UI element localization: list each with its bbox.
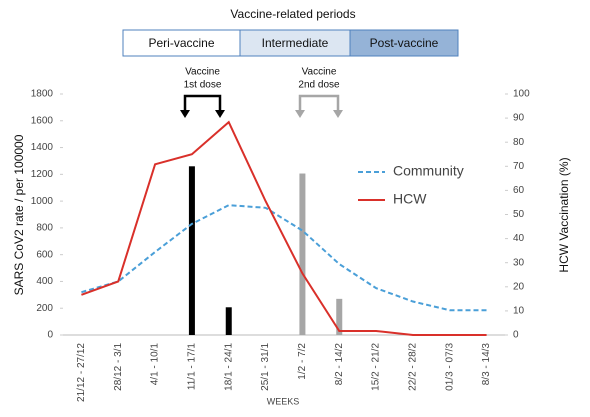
period-box: [122, 29, 241, 57]
y-tick-label: 200: [36, 303, 53, 314]
annotation-text: Vaccine: [185, 67, 220, 78]
line: [81, 120, 487, 336]
x-tick-label: 25/1 - 31/1: [260, 343, 271, 391]
y-tick-label: 600: [36, 249, 53, 260]
period-label: Intermediate: [262, 36, 329, 50]
x-tick-label: 18/1 - 24/1: [223, 343, 234, 391]
x-tick-label: 28/12 - 3/1: [113, 343, 124, 391]
bar: [299, 173, 306, 335]
annotation-text: 2nd dose: [298, 80, 340, 91]
y-tick-label: 0: [47, 330, 53, 341]
legend-label: HCW: [393, 191, 427, 207]
period-label: Post-vaccine: [370, 36, 439, 50]
period-box: [349, 29, 459, 57]
period-label: Peri-vaccine: [148, 36, 214, 50]
x-tick-label: 11/1 - 17/1: [187, 343, 198, 391]
x-tick-label: 1/2 - 7/2: [297, 343, 308, 380]
chart-title: Vaccine-related periods: [230, 7, 355, 21]
bar: [188, 166, 195, 335]
y-axis-label: SARS CoV2 rate / per 100000: [12, 134, 26, 295]
period-box: [239, 29, 351, 57]
x-tick-label: 22/2 - 28/2: [408, 343, 419, 391]
y-tick-label: 1600: [31, 115, 54, 126]
x-tick-label: 8/2 - 14/2: [334, 343, 345, 386]
y2-tick-label: 100: [513, 89, 530, 100]
x-tick-label: 21/12 - 27/12: [76, 343, 87, 402]
y2-tick-label: 30: [513, 257, 525, 268]
y-tick-label: 400: [36, 276, 53, 287]
legend-label: Community: [393, 163, 464, 179]
bar: [336, 298, 343, 335]
y-tick-label: 1400: [31, 142, 54, 153]
y2-tick-label: 10: [513, 306, 525, 317]
y2-tick-label: 20: [513, 281, 525, 292]
y-tick-label: 800: [36, 223, 53, 234]
annotation-text: 1st dose: [184, 80, 222, 91]
annotation-arrow: [180, 110, 190, 118]
x-tick-label: 4/1 - 10/1: [150, 343, 161, 386]
x-axis-label: WEEKS: [267, 396, 300, 406]
bar: [225, 307, 232, 335]
y2-axis-label: HCW Vaccination (%): [557, 157, 571, 272]
y2-tick-label: 0: [513, 330, 519, 341]
y-tick-label: 1200: [31, 169, 54, 180]
y2-tick-label: 40: [513, 233, 525, 244]
y2-tick-label: 60: [513, 185, 525, 196]
y2-tick-label: 70: [513, 161, 525, 172]
x-tick-label: 8/3 - 14/3: [481, 343, 492, 386]
line: [81, 204, 487, 312]
annotation-text: Vaccine: [302, 67, 337, 78]
annotation-arrow: [215, 110, 225, 118]
y2-tick-label: 90: [513, 113, 525, 124]
annotation-bracket: [298, 94, 340, 112]
annotation-bracket: [183, 94, 222, 112]
annotation-arrow: [333, 110, 343, 118]
y2-tick-label: 50: [513, 209, 525, 220]
y2-tick-label: 80: [513, 137, 525, 148]
annotation-arrow: [295, 110, 305, 118]
y-tick-label: 1800: [31, 89, 54, 100]
x-tick-label: 01/3 - 07/3: [444, 343, 455, 391]
x-tick-label: 15/2 - 21/2: [371, 343, 382, 391]
y-tick-label: 1000: [31, 196, 54, 207]
